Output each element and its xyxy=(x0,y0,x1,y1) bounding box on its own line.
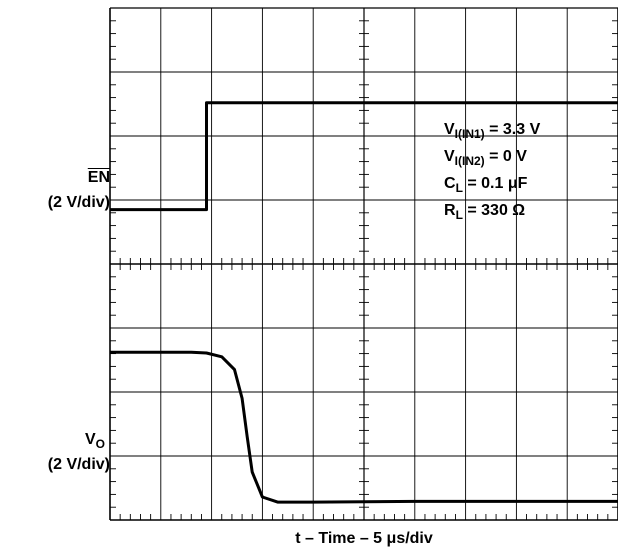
condition-line: RL = 330 Ω xyxy=(444,202,526,222)
trace-vo xyxy=(110,350,618,504)
vo-label-base: V xyxy=(84,431,96,448)
vo-label-sub: O xyxy=(95,437,105,451)
traces xyxy=(110,101,618,504)
graticule-grid xyxy=(109,7,618,521)
condition-value: = 0 V xyxy=(484,148,527,165)
en-scale-label: (2 V/div) xyxy=(47,194,110,211)
vo-scale-label: (2 V/div) xyxy=(47,456,110,473)
condition-line: VI(IN2) = 0 V xyxy=(444,148,527,168)
condition-value: = 330 Ω xyxy=(462,202,526,219)
x-axis-label: t – Time – 5 μs/div xyxy=(295,530,433,547)
condition-symbol: R xyxy=(444,202,456,219)
condition-subscript: L xyxy=(455,181,463,195)
vo-channel-label: VO xyxy=(40,431,105,451)
condition-subscript: I(IN1) xyxy=(454,127,485,141)
condition-symbol: V xyxy=(444,121,455,138)
en-channel-label: EN xyxy=(40,169,110,187)
condition-value: = 3.3 V xyxy=(484,121,541,138)
condition-subscript: L xyxy=(455,208,463,222)
en-label-text: EN xyxy=(87,169,110,186)
condition-value: = 0.1 μF xyxy=(462,175,528,192)
trace-en xyxy=(110,101,618,212)
condition-symbol: C xyxy=(444,175,456,192)
condition-subscript: I(IN2) xyxy=(454,154,485,168)
condition-line: VI(IN1) = 3.3 V xyxy=(444,121,541,141)
condition-line: CL = 0.1 μF xyxy=(444,175,528,195)
condition-symbol: V xyxy=(444,148,455,165)
